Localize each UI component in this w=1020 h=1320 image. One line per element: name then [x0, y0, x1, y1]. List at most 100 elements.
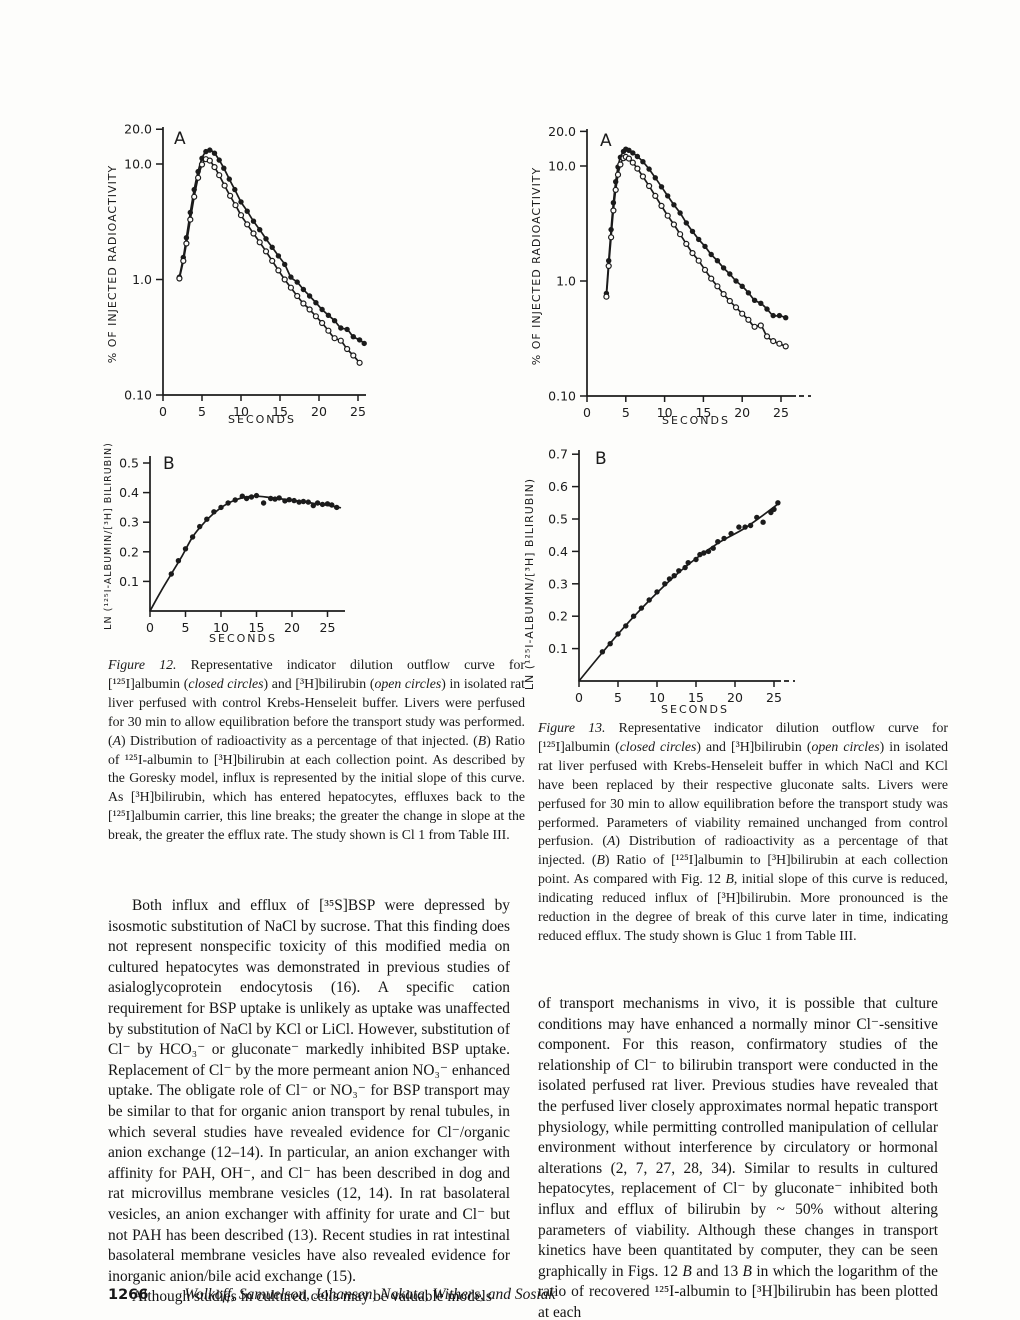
data-point-closed: [634, 153, 641, 160]
data-point-open: [191, 193, 198, 200]
data-point-closed: [701, 550, 707, 556]
data-point-closed: [218, 504, 224, 511]
data-point-open: [216, 172, 223, 179]
page-footer: 1266 Wolkoff, Samuelson, Johansen, Nakata…: [108, 1286, 555, 1304]
data-point-open: [757, 322, 764, 329]
data-point-closed: [334, 504, 340, 511]
data-point-open: [227, 192, 234, 199]
data-point-open: [269, 257, 276, 264]
body-text-left-column: Both influx and efflux of [³⁵S]BSP were …: [108, 896, 510, 1308]
data-point-open: [770, 338, 777, 345]
y-tick-label: 0.1: [548, 641, 568, 656]
data-point-closed: [662, 581, 668, 587]
data-point-open: [751, 323, 758, 330]
x-tick-label: 25: [773, 405, 789, 420]
data-point-closed: [705, 548, 712, 555]
data-point-open: [356, 359, 363, 366]
x-tick-label: 20: [284, 620, 300, 635]
x-tick-label: 5: [622, 405, 630, 420]
data-point-open: [612, 186, 619, 194]
data-point-closed: [702, 243, 708, 250]
data-point-open: [658, 202, 665, 210]
series-line: [605, 156, 787, 348]
y-tick-label: 20.0: [548, 124, 576, 139]
series-line: [178, 158, 361, 364]
data-point-open: [634, 165, 641, 172]
figure-13-caption: Figure 13. Representative indicator dilu…: [538, 720, 948, 943]
data-point-closed: [344, 326, 350, 333]
x-tick-label: 15: [695, 405, 711, 420]
data-point-closed: [708, 251, 714, 258]
x-axis-title: SECONDS: [209, 632, 277, 645]
data-point-closed: [300, 286, 307, 293]
data-point-closed: [640, 159, 646, 165]
data-point-closed: [197, 523, 203, 530]
x-tick-label: 0: [583, 405, 591, 420]
y-tick-label: 0.1: [119, 574, 139, 589]
data-point-closed: [306, 293, 313, 299]
data-point-closed: [361, 340, 367, 347]
data-point-open: [221, 182, 228, 189]
data-point-open: [670, 221, 677, 228]
x-tick-label: 5: [182, 620, 190, 635]
fig12B-svg: 0 5 10 15 20 25 0.5 0.4 0.3 0.2 0.1 SECONDS LN (¹²⁵I…: [103, 442, 345, 645]
data-point-closed: [775, 500, 781, 506]
data-point-closed: [714, 258, 721, 264]
data-point-open: [646, 182, 653, 190]
body-text-right-column: of transport mechanisms in vivo, it is p…: [538, 994, 938, 1320]
data-point-closed: [263, 236, 269, 242]
y-tick-label: 0.3: [548, 576, 568, 591]
data-point-closed: [356, 337, 363, 343]
data-point-closed: [175, 558, 182, 564]
data-point-open: [605, 262, 612, 270]
data-point-closed: [652, 175, 658, 181]
data-point-closed: [736, 524, 742, 530]
data-point-closed: [685, 560, 691, 566]
data-point-open: [244, 221, 251, 228]
y-tick-label: 1.0: [556, 274, 576, 289]
data-point-closed: [225, 500, 231, 506]
data-point-closed: [742, 524, 748, 530]
data-point-closed: [689, 228, 696, 235]
data-point-closed: [248, 494, 255, 500]
data-point-open: [763, 333, 771, 340]
y-tick-label: 0.10: [124, 388, 152, 403]
x-tick-label: 5: [614, 690, 622, 705]
data-point-closed: [276, 495, 282, 501]
data-point-closed: [204, 516, 210, 522]
data-point-open: [325, 327, 332, 334]
data-point-closed: [211, 509, 217, 515]
data-point-closed: [168, 571, 174, 577]
data-point-closed: [599, 649, 606, 655]
data-point-closed: [282, 261, 288, 268]
data-point-open: [294, 292, 301, 300]
data-point-closed: [751, 297, 758, 303]
x-axis-title: SECONDS: [662, 414, 730, 427]
data-point-closed: [710, 545, 716, 551]
data-point-open: [745, 316, 752, 323]
fig13A-svg: 0 5 10 15 20 25 20.0 10.0 1.0 0.10 SECONDS % OF INJ…: [530, 124, 811, 427]
data-point-closed: [260, 500, 267, 506]
figure-12-caption: Figure 12. Representative indicator dilu…: [108, 657, 526, 843]
data-point-open: [603, 293, 610, 300]
data-point-open: [617, 161, 624, 168]
data-point-closed: [776, 312, 783, 319]
x-axis-title: SECONDS: [661, 703, 729, 716]
x-tick-label: 10: [213, 620, 229, 635]
data-point-closed: [745, 290, 752, 296]
data-point-closed: [721, 535, 727, 542]
panel-label: B: [595, 449, 607, 469]
data-point-open: [664, 212, 671, 219]
y-tick-label: 1.0: [132, 272, 152, 287]
data-point-open: [300, 300, 307, 307]
data-point-open: [677, 231, 684, 238]
data-point-open: [337, 337, 344, 344]
data-point-closed: [286, 497, 292, 503]
data-point-closed: [747, 522, 754, 529]
series-line: [149, 495, 342, 612]
data-point-open: [695, 257, 702, 264]
x-tick-label: 0: [159, 404, 167, 419]
fig13B-svg: 0 5 10 15 20 25 0.7 0.6 0.5 0.4 0.3 0.2 0.1 SECONDS LN…: [523, 447, 795, 716]
fig12A-svg: 0 5 10 15 20 25 20.0 10.0 1.0 0.10 SECONDS % OF INJ…: [106, 122, 367, 426]
data-point-closed: [715, 539, 721, 545]
